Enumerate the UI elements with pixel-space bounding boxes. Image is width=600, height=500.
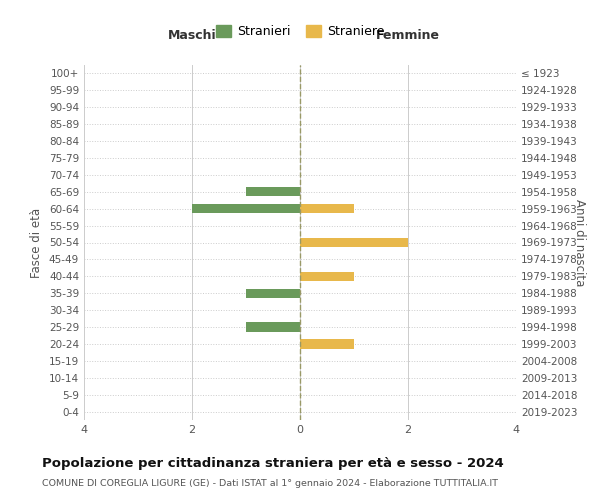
Text: Femmine: Femmine [376,29,440,42]
Y-axis label: Fasce di età: Fasce di età [31,208,43,278]
Text: COMUNE DI COREGLIA LIGURE (GE) - Dati ISTAT al 1° gennaio 2024 - Elaborazione TU: COMUNE DI COREGLIA LIGURE (GE) - Dati IS… [42,479,498,488]
Bar [300,340,354,348]
Legend: Stranieri, Straniere: Stranieri, Straniere [212,22,388,42]
Bar [246,322,300,332]
Bar [246,187,300,196]
Text: Popolazione per cittadinanza straniera per età e sesso - 2024: Popolazione per cittadinanza straniera p… [42,458,504,470]
Bar [300,238,408,247]
Y-axis label: Anni di nascita: Anni di nascita [573,199,586,286]
Bar [246,288,300,298]
Bar [300,204,354,214]
Bar [192,204,300,214]
Text: Maschi: Maschi [167,29,217,42]
Bar [300,272,354,281]
